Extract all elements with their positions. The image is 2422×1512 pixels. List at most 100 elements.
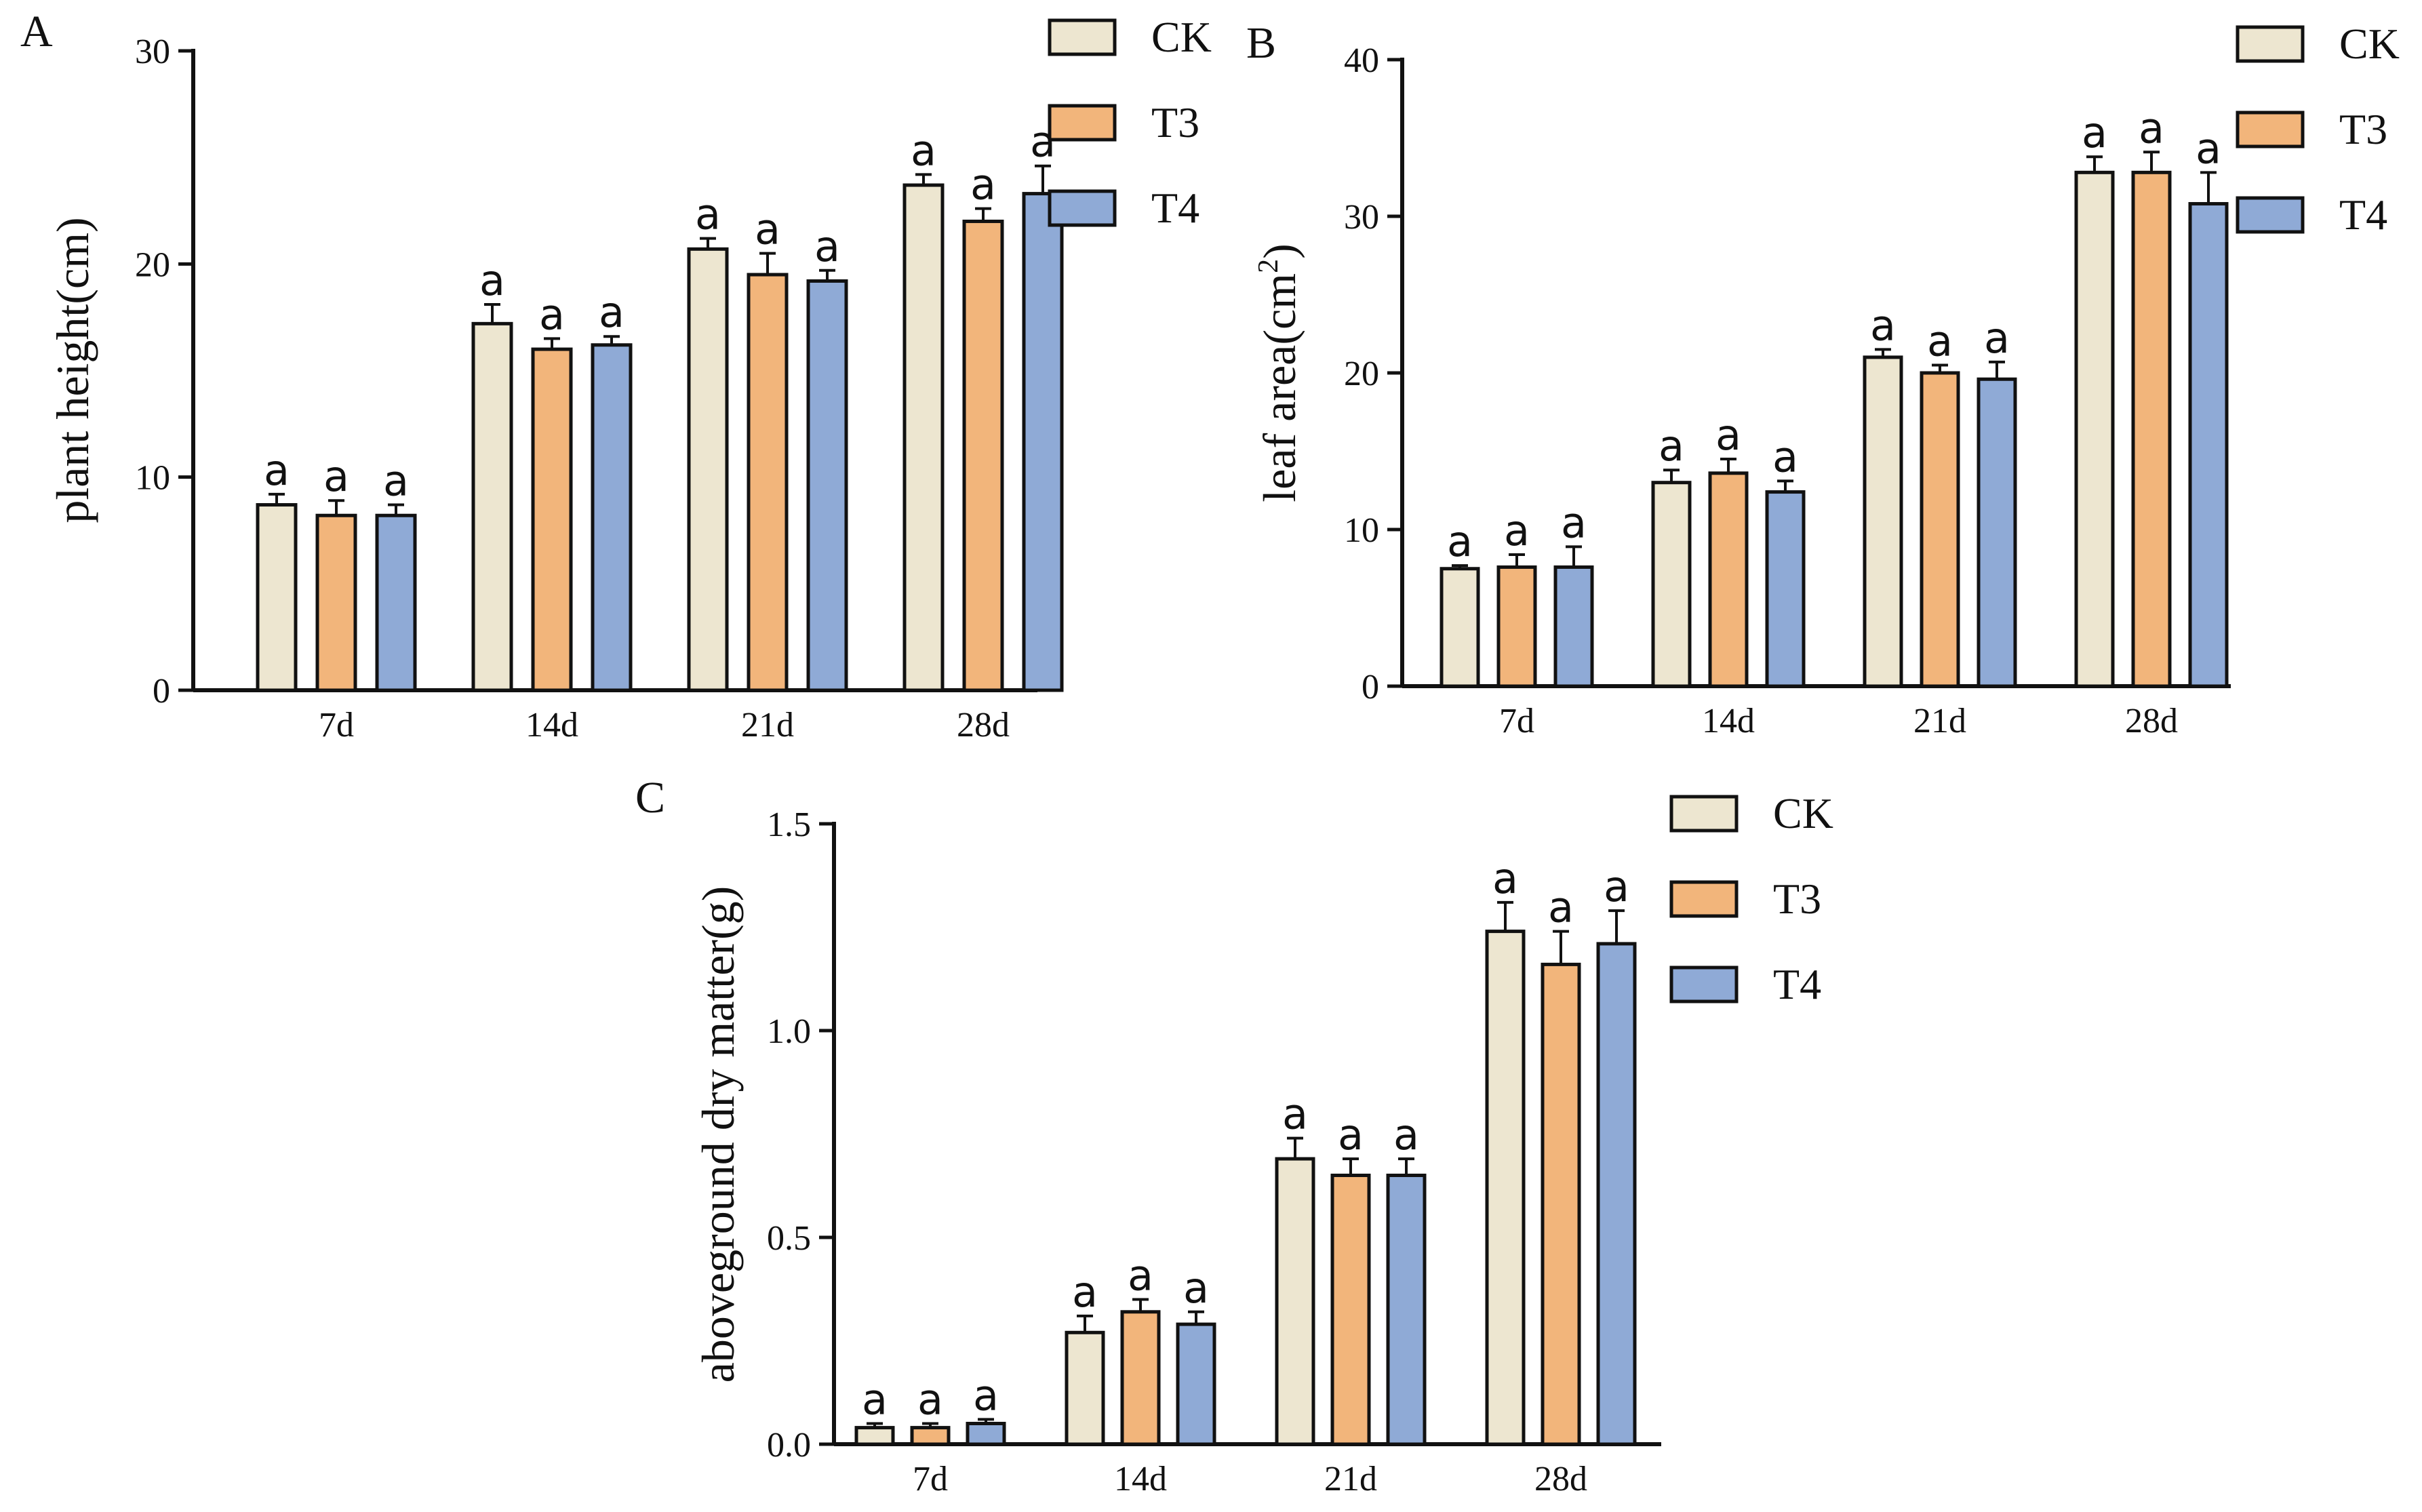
bar-t3-14d bbox=[1708, 471, 1749, 688]
legend-swatch-ck bbox=[1669, 795, 1739, 833]
significance-label: a bbox=[1927, 316, 1953, 365]
legend-label-ck: CK bbox=[2339, 20, 2400, 68]
bar-t3-21d bbox=[747, 273, 789, 692]
significance-label: a bbox=[917, 1375, 943, 1425]
bar-t4-7d bbox=[966, 1422, 1006, 1446]
significance-label: a bbox=[1870, 300, 1896, 350]
x-tick-label: 7d bbox=[319, 706, 354, 744]
bar-t4-28d bbox=[1022, 192, 1064, 692]
x-tick-label: 7d bbox=[1499, 702, 1534, 740]
significance-label: a bbox=[1072, 1267, 1098, 1317]
legend-label-ck: CK bbox=[1151, 13, 1212, 61]
significance-label: a bbox=[1183, 1263, 1209, 1313]
bar-t3-21d bbox=[1330, 1174, 1371, 1446]
legend-label-t4: T4 bbox=[1151, 184, 1199, 232]
significance-label: a bbox=[1772, 432, 1798, 481]
legend-swatch-t3 bbox=[2236, 111, 2305, 148]
x-tick-label: 21d bbox=[741, 706, 794, 744]
x-tick-label: 14d bbox=[1702, 702, 1755, 740]
bar-ck-21d bbox=[1275, 1157, 1315, 1446]
significance-label: a bbox=[1282, 1090, 1308, 1139]
legend-label-t3: T3 bbox=[1151, 98, 1199, 146]
significance-label: a bbox=[2196, 123, 2221, 173]
panel-letter: C bbox=[635, 773, 665, 822]
chart-panel-c: C 0.0 0.5 1.0 1.5 aboveground dry matter(g) 7d… bbox=[635, 773, 1833, 1498]
significance-label: a bbox=[599, 287, 624, 337]
bar-ck-7d bbox=[854, 1426, 895, 1446]
y-tick-label: 0 bbox=[153, 672, 170, 711]
bar-ck-7d bbox=[256, 503, 298, 692]
panel-letter: A bbox=[20, 7, 53, 56]
x-tick-label: 21d bbox=[1913, 702, 1966, 740]
y-tick-label: 0.0 bbox=[767, 1426, 811, 1465]
x-tick-label: 28d bbox=[2125, 702, 2178, 740]
significance-label: a bbox=[1393, 1110, 1419, 1159]
y-tick-label: 1.0 bbox=[767, 1012, 811, 1051]
significance-label: a bbox=[1659, 421, 1684, 471]
bar-ck-14d bbox=[1651, 481, 1692, 688]
legend-label-t3: T3 bbox=[2339, 105, 2387, 153]
x-tick-label: 28d bbox=[1534, 1460, 1587, 1498]
x-tick-label: 7d bbox=[913, 1460, 948, 1498]
legend-label-ck: CK bbox=[1773, 789, 1833, 837]
bar-t4-21d bbox=[1977, 377, 2017, 688]
significance-label: a bbox=[1548, 883, 1574, 932]
legend-label-t3: T3 bbox=[1773, 875, 1821, 923]
bar-t3-28d bbox=[1541, 962, 1581, 1446]
y-tick-label: 20 bbox=[1344, 355, 1379, 393]
y-axis-label: leaf area(cm2) bbox=[1253, 243, 1305, 502]
bar-ck-21d bbox=[1863, 355, 1903, 688]
bar-t4-28d bbox=[2188, 202, 2229, 688]
bar-ck-28d bbox=[1485, 930, 1526, 1446]
legend-label-t4: T4 bbox=[2339, 191, 2387, 239]
bar-t3-14d bbox=[531, 347, 573, 692]
y-tick-label: 1.5 bbox=[767, 805, 811, 844]
significance-label: a bbox=[1504, 506, 1530, 555]
y-tick-label: 0.5 bbox=[767, 1219, 811, 1258]
y-tick-label: 10 bbox=[135, 459, 170, 498]
significance-label: a bbox=[1447, 517, 1473, 566]
significance-label: a bbox=[1561, 498, 1587, 547]
bar-t3-7d bbox=[1496, 565, 1537, 688]
legend-label-t4: T4 bbox=[1773, 960, 1821, 1008]
y-tick-label: 10 bbox=[1344, 511, 1379, 550]
significance-label: a bbox=[1492, 854, 1518, 903]
y-tick-label: 30 bbox=[1344, 198, 1379, 237]
bar-t4-28d bbox=[1596, 942, 1637, 1446]
bar-t4-14d bbox=[591, 343, 633, 692]
bar-ck-14d bbox=[471, 321, 513, 692]
bar-ck-28d bbox=[902, 183, 945, 692]
significance-label: a bbox=[973, 1370, 999, 1420]
y-tick-label: 20 bbox=[135, 245, 170, 284]
x-tick-label: 28d bbox=[957, 706, 1010, 744]
legend-swatch-t4 bbox=[1048, 189, 1117, 227]
significance-label: a bbox=[479, 256, 505, 305]
significance-label: a bbox=[911, 125, 936, 175]
legend-swatch-ck bbox=[1048, 18, 1117, 56]
legend-swatch-t4 bbox=[2236, 196, 2305, 234]
significance-label: a bbox=[2139, 103, 2164, 153]
x-tick-label: 21d bbox=[1324, 1460, 1377, 1498]
significance-label: a bbox=[383, 456, 409, 506]
panel-letter: B bbox=[1246, 18, 1276, 68]
bar-t4-14d bbox=[1176, 1322, 1216, 1446]
legend-swatch-ck bbox=[2236, 25, 2305, 63]
x-tick-label: 14d bbox=[525, 706, 578, 744]
significance-label: a bbox=[539, 290, 565, 339]
legend-swatch-t3 bbox=[1669, 880, 1739, 918]
bar-t4-14d bbox=[1765, 490, 1806, 688]
bar-ck-14d bbox=[1065, 1330, 1105, 1446]
bar-t4-7d bbox=[1553, 565, 1594, 688]
y-axis-label-superscript: 2 bbox=[1253, 259, 1284, 273]
bar-ck-21d bbox=[687, 247, 729, 692]
bar-t4-21d bbox=[806, 279, 848, 692]
bar-t3-7d bbox=[315, 513, 357, 692]
significance-label: a bbox=[695, 190, 721, 239]
significance-label: a bbox=[970, 160, 996, 210]
significance-label: a bbox=[814, 222, 840, 271]
significance-label: a bbox=[323, 452, 349, 501]
significance-label: a bbox=[1604, 862, 1629, 911]
